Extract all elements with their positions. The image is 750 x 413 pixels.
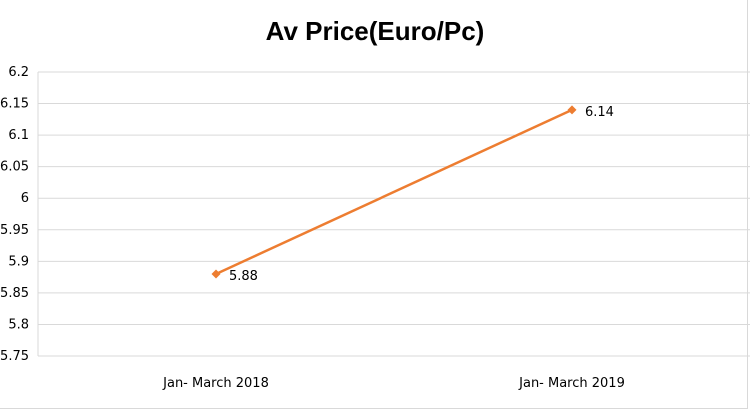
x-tick-label: Jan- March 2018 (162, 376, 269, 391)
y-tick-label: 6 (21, 191, 29, 206)
data-label: 6.14 (585, 105, 614, 120)
y-tick-label: 6.1 (8, 128, 29, 143)
y-axis-ticks: 5.75 5.8 5.85 5.9 5.95 6 6.05 6.1 6.15 6.2 (0, 65, 29, 364)
y-tick-label: 5.9 (8, 254, 29, 269)
y-tick-label: 5.85 (0, 286, 29, 301)
data-point-marker (567, 105, 577, 115)
series-line (215, 108, 573, 276)
y-tick-label: 6.05 (0, 160, 29, 175)
data-labels: 5.88 6.14 (229, 105, 614, 284)
y-tick-label: 5.75 (0, 349, 29, 364)
y-tick-label: 5.95 (0, 223, 29, 238)
data-point-marker (211, 269, 221, 279)
y-tick-label: 5.8 (8, 317, 29, 332)
x-tick-label: Jan- March 2019 (518, 376, 625, 391)
y-tick-label: 6.15 (0, 97, 29, 112)
x-axis-ticks: Jan- March 2018 Jan- March 2019 (162, 376, 625, 391)
y-tick-label: 6.2 (8, 65, 29, 80)
data-label: 5.88 (229, 269, 258, 284)
series-group (211, 105, 577, 279)
gridlines (37, 71, 750, 357)
chart-title: Av Price(Euro/Pc) (265, 16, 485, 46)
